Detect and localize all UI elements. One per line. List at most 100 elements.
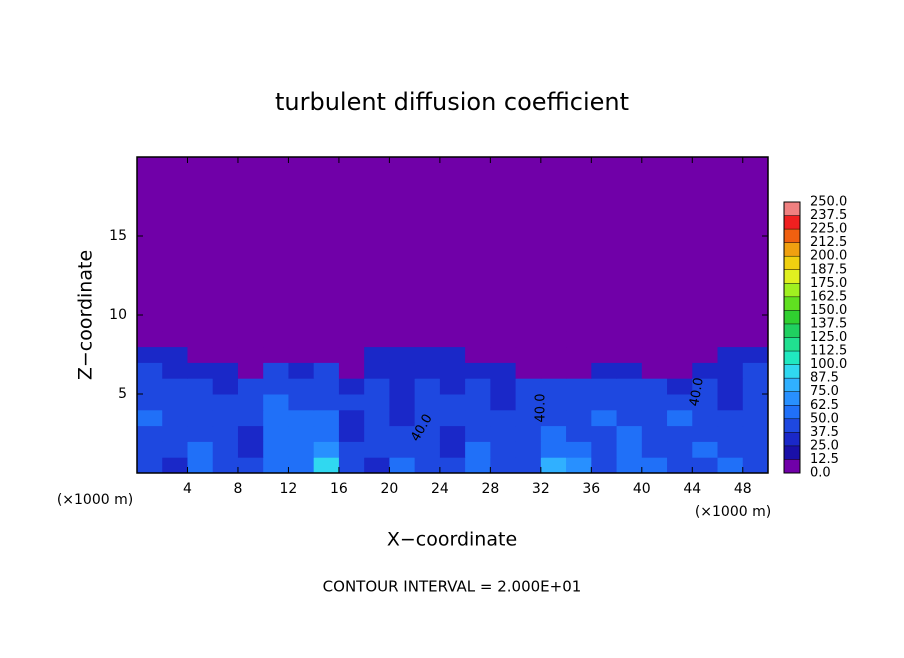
cell — [338, 425, 365, 442]
footer: CONTOUR INTERVAL = 2.000E+01 — [323, 578, 582, 596]
cell — [490, 157, 517, 332]
cell — [616, 457, 643, 474]
colorbar-swatch — [784, 215, 800, 230]
cell — [667, 378, 693, 395]
colorbar-swatch — [784, 337, 800, 352]
cell — [717, 362, 744, 379]
cell — [616, 441, 643, 458]
cell — [641, 457, 668, 474]
cell — [641, 362, 668, 379]
cell — [439, 394, 466, 411]
cell — [414, 409, 441, 427]
cell — [187, 330, 214, 348]
colorbar-swatch — [784, 432, 800, 446]
cell — [439, 457, 466, 474]
cell — [439, 330, 466, 348]
colorbar-swatch — [784, 405, 800, 419]
cell — [237, 409, 264, 427]
cell — [313, 362, 340, 379]
cell — [313, 394, 340, 411]
colorbar-label: 25.0 — [810, 438, 839, 453]
cell — [717, 425, 744, 442]
cell — [667, 330, 693, 348]
y-tick-label: 15 — [109, 228, 127, 244]
cell — [162, 362, 188, 379]
cell — [566, 330, 592, 348]
cell — [237, 346, 264, 363]
cell — [490, 378, 517, 395]
cell — [717, 157, 744, 332]
colorbar-swatch — [784, 391, 800, 406]
cell — [515, 157, 542, 332]
cell — [263, 346, 289, 363]
cell — [313, 409, 340, 427]
cell — [465, 346, 491, 363]
cell — [540, 157, 567, 332]
cell — [237, 330, 264, 348]
x-tick-label: 20 — [380, 481, 398, 497]
cell — [566, 457, 592, 474]
x-tick-label: 12 — [280, 481, 298, 497]
cell — [742, 378, 769, 395]
x-tick-label: 40 — [633, 481, 651, 497]
cell — [313, 330, 340, 348]
cell — [717, 378, 744, 395]
cell — [137, 425, 163, 442]
cell — [540, 425, 567, 442]
colorbar-label: 12.5 — [810, 452, 839, 467]
cell — [162, 457, 188, 474]
cell — [465, 409, 491, 427]
cell — [515, 409, 542, 427]
cell — [364, 457, 390, 474]
cell — [566, 378, 592, 395]
cell — [212, 409, 239, 427]
x-unit-label: (×1000 m) — [695, 504, 771, 520]
cell — [137, 330, 163, 348]
colorbar-label: 37.5 — [810, 425, 839, 440]
cell — [641, 425, 668, 442]
colorbar-swatch — [784, 202, 800, 216]
cell — [288, 457, 315, 474]
colorbar-label: 162.5 — [810, 289, 847, 304]
cell — [338, 378, 365, 395]
cell — [162, 378, 188, 395]
x-tick-label: 8 — [233, 481, 242, 497]
contour-label: 40.0 — [687, 376, 707, 407]
colorbar-swatch — [784, 418, 800, 433]
cell — [667, 362, 693, 379]
cell — [263, 425, 289, 442]
cell — [288, 409, 315, 427]
cell — [667, 409, 693, 427]
cell — [742, 394, 769, 411]
cell — [137, 346, 163, 363]
cell — [591, 441, 618, 458]
cell — [313, 157, 340, 332]
cell — [162, 157, 188, 332]
cell — [540, 362, 567, 379]
cell — [566, 409, 592, 427]
cell — [540, 394, 567, 411]
cell — [641, 346, 668, 363]
cell — [313, 346, 340, 363]
cell — [692, 157, 719, 332]
colorbar-swatch — [784, 242, 800, 257]
cell — [187, 394, 214, 411]
x-tick-label: 44 — [683, 481, 701, 497]
cell — [616, 346, 643, 363]
cell — [717, 330, 744, 348]
cell — [414, 394, 441, 411]
cell — [364, 362, 390, 379]
cell — [515, 362, 542, 379]
cell — [338, 157, 365, 332]
cell — [237, 394, 264, 411]
cell — [414, 378, 441, 395]
cell — [389, 457, 416, 474]
cell — [162, 330, 188, 348]
cell — [364, 157, 390, 332]
cell — [389, 362, 416, 379]
cell — [515, 378, 542, 395]
colorbar-label: 200.0 — [810, 249, 847, 264]
cell — [465, 362, 491, 379]
cell — [187, 441, 214, 458]
